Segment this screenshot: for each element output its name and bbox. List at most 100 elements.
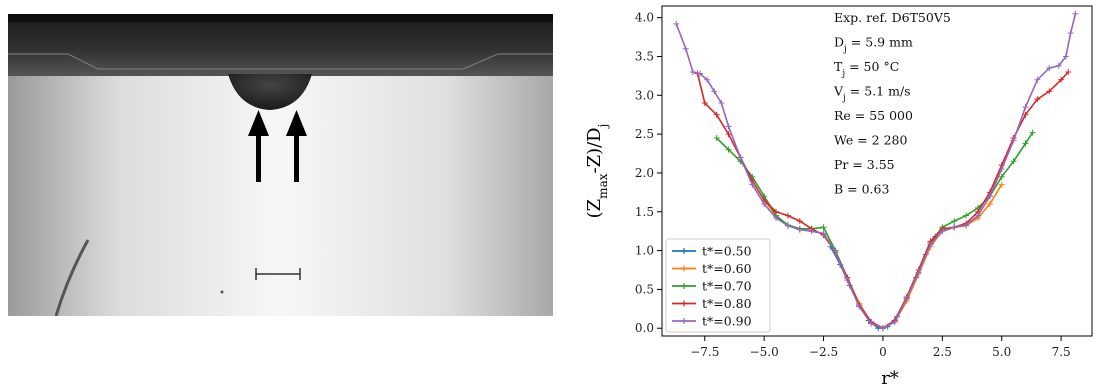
legend-label: t*=0.80 — [702, 296, 752, 311]
series-point — [1058, 76, 1065, 83]
annotation-line: We = 2 280 — [834, 133, 907, 148]
series-point — [927, 241, 934, 248]
series-point — [689, 69, 696, 75]
series-point — [986, 201, 993, 207]
droplet-streak — [54, 239, 90, 316]
legend-label: t*=0.50 — [702, 244, 752, 259]
series-point — [879, 325, 886, 332]
y-axis-label: (Zmax-Z)/Dj — [584, 124, 610, 219]
series-point — [1046, 65, 1053, 72]
y-tick-label: 4.0 — [635, 11, 654, 25]
series-group — [673, 10, 1079, 332]
series-point — [1010, 137, 1017, 144]
annotation-line: B = 0.63 — [834, 182, 889, 197]
series-point — [1072, 10, 1079, 17]
series-point — [868, 320, 875, 327]
series-point — [939, 228, 946, 235]
series-point — [725, 146, 732, 153]
y-tick-label: 3.5 — [635, 49, 654, 63]
series-point — [704, 76, 711, 83]
annotation-line: Exp. ref. D6T50V5 — [834, 10, 951, 25]
series-point — [832, 249, 839, 256]
y-tick-label: 1.0 — [635, 244, 654, 258]
series-point — [737, 154, 744, 161]
legend-label: t*=0.60 — [702, 261, 752, 276]
y-tick-label: 0.5 — [635, 282, 654, 296]
series-point — [844, 277, 851, 284]
series-point — [820, 230, 827, 237]
series-point — [725, 123, 732, 130]
series-point — [713, 135, 720, 141]
series-point — [1029, 129, 1036, 136]
legend-label: t*=0.70 — [702, 279, 752, 294]
series-point — [1065, 69, 1072, 75]
x-tick-label: 7.5 — [1052, 345, 1071, 359]
y-axis: 0.0 0.5 1.0 1.5 2.0 2.5 3.0 3.5 4.0 — [635, 11, 662, 335]
x-axis-label: r* — [881, 368, 899, 387]
x-axis: −7.5 −5.0 −2.5 0 2.5 5.0 7.5 — [690, 336, 1071, 359]
series-point — [903, 295, 910, 302]
series-point — [784, 212, 791, 219]
arrow-left-icon — [248, 110, 269, 182]
annotation-block: Exp. ref. D6T50V5 Dj = 5.9 mm Tj = 50 °C Vj… — [833, 10, 951, 197]
series-point — [773, 208, 780, 215]
series-point — [718, 100, 725, 107]
legend: t*=0.50 t*=0.60 t*=0.70 t*=0.80 t*=0.90 — [665, 238, 771, 333]
x-tick-label: −5.0 — [750, 345, 779, 359]
series-point — [974, 212, 981, 219]
x-tick-label: 5.0 — [992, 345, 1011, 359]
y-tick-label: 0.0 — [635, 321, 654, 335]
annotation-line: Re = 55 000 — [834, 108, 913, 123]
series-line — [829, 236, 936, 330]
series-point — [820, 224, 827, 231]
series-point — [998, 173, 1005, 180]
series-point — [711, 88, 718, 95]
plot-frame — [661, 5, 1093, 337]
series-point — [951, 218, 958, 225]
annotation-line: Vj = 5.1 m/s — [833, 84, 911, 104]
series-point — [915, 269, 922, 276]
y-tick-label: 3.0 — [635, 88, 654, 102]
series-point — [998, 181, 1005, 188]
y-tick-label: 1.5 — [635, 205, 654, 219]
series-point — [773, 214, 780, 221]
series-point — [682, 45, 689, 52]
jet-impact-photo — [8, 14, 553, 316]
series-point — [701, 100, 708, 107]
annotation-line: Pr = 3.55 — [834, 157, 895, 172]
series-point — [697, 70, 704, 77]
scale-bar — [255, 268, 301, 280]
series-point — [1034, 76, 1041, 83]
legend-box — [665, 238, 771, 333]
series-point — [725, 131, 732, 138]
series-point — [986, 193, 993, 200]
series-point — [749, 181, 756, 188]
y-tick-label: 2.5 — [635, 127, 654, 141]
series-point — [1055, 62, 1062, 69]
series-line — [763, 184, 1003, 330]
series-point — [1022, 140, 1029, 147]
x-tick-label: −7.5 — [690, 345, 719, 359]
series-point — [951, 224, 958, 231]
series-point — [963, 212, 970, 219]
series-point — [796, 226, 803, 233]
profile-chart: −7.5 −5.0 −2.5 0 2.5 5.0 7.5 0.0 0.5 1.0 1.5 2.0 2.… — [584, 5, 1093, 387]
annotation-line: Dj = 5.9 mm — [834, 35, 913, 55]
series-point — [713, 111, 720, 118]
series-point — [963, 221, 970, 228]
series-point — [1034, 96, 1041, 103]
y-tick-label: 2.0 — [635, 166, 654, 180]
series-point — [761, 201, 768, 207]
series-point — [891, 319, 898, 326]
arrow-right-icon — [286, 110, 307, 182]
x-tick-label: 2.5 — [933, 345, 952, 359]
x-tick-label: 0 — [879, 345, 887, 359]
series-point — [1062, 53, 1069, 60]
series-point — [808, 228, 815, 235]
series-point — [796, 218, 803, 225]
legend-label: t*=0.90 — [702, 314, 752, 329]
series-point — [1022, 103, 1029, 110]
series-point — [1067, 30, 1074, 37]
series-point — [1046, 88, 1053, 95]
series-point — [673, 20, 680, 27]
